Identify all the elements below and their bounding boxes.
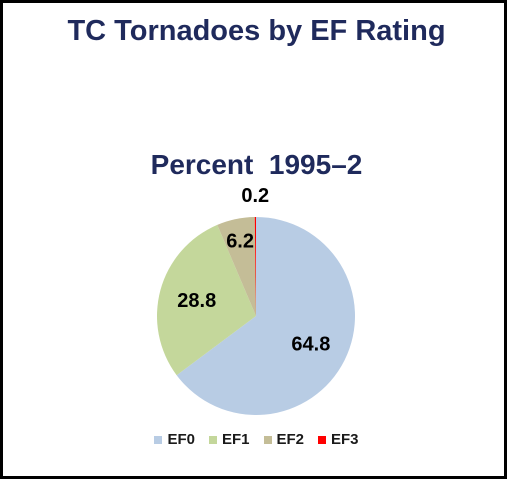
pie-slice-ef1: [156, 224, 256, 376]
legend-item-ef0: EF0: [154, 431, 195, 448]
data-label-ef3: 0.2: [241, 185, 269, 207]
legend-label-ef2: EF2: [276, 431, 305, 448]
pie-slice-ef0: [176, 217, 355, 415]
chart-subtitle: Percent 1995–2: [150, 149, 363, 180]
pie-slice-ef3: [254, 217, 256, 316]
legend-swatch-ef1: [208, 435, 217, 444]
chart-title: TC Tornadoes by EF Rating: [67, 15, 446, 47]
legend-label-ef1: EF1: [221, 431, 250, 448]
data-label-ef2: 6.2: [226, 230, 254, 252]
legend-swatch-ef2: [263, 435, 272, 444]
legend-label-ef0: EF0: [167, 431, 195, 448]
pie-slice-ef2: [217, 217, 256, 316]
legend-item-ef2: EF2: [263, 431, 305, 448]
pie-chart: 64.8 28.8 6.2 0.2: [156, 185, 355, 415]
data-label-ef1: 28.8: [177, 290, 216, 312]
legend-label-ef3: EF3: [331, 431, 359, 448]
data-label-ef0: 64.8: [291, 334, 330, 356]
legend-item-ef3: EF3: [318, 431, 359, 448]
legend: EF0 EF1 EF2 EF3: [3, 431, 507, 448]
legend-swatch-ef0: [154, 435, 163, 444]
legend-item-ef1: EF1: [208, 431, 250, 448]
legend-swatch-ef3: [318, 435, 327, 444]
